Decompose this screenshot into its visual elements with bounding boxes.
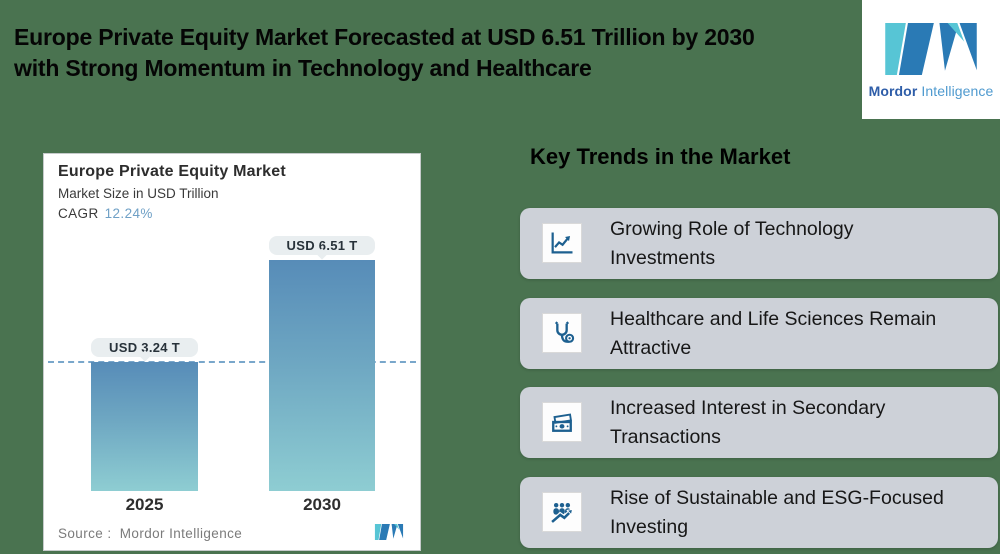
trend-card-secondary-transactions: Increased Interest in Secondary Transact… [520,387,998,458]
trend-text: Increased Interest in Secondary Transact… [610,396,886,448]
trend-text: Growing Role of Technology Investments [610,217,854,269]
trends-heading: Key Trends in the Market [530,144,791,169]
mordor-mini-logo-icon [374,524,404,540]
cagr-row: CAGR 12.24% [58,206,153,221]
source-attribution: Source : Mordor Intelligence [58,526,243,541]
banknotes-icon [552,413,573,432]
cagr-label: CAGR [58,206,99,221]
cagr-value: 12.24% [104,206,153,221]
page-title: Europe Private Equity Market Forecasted … [14,24,755,81]
axis-label-2030: 2030 [303,495,341,514]
trend-card-healthcare: Healthcare and Life Sciences Remain Attr… [520,298,998,369]
chart-growth-icon [551,232,573,254]
trend-icon-box [542,402,582,442]
bar-2030 [269,260,375,491]
trend-icon-box [542,492,582,532]
mordor-logo-icon [885,23,977,75]
bar-chart-plot: USD 3.24 T USD 6.51 T 2025 2030 [44,154,420,550]
trend-icon-box [542,313,582,353]
people-growth-icon [550,503,574,524]
chart-subtitle: Market Size in USD Trillion [58,186,219,201]
axis-label-2025: 2025 [125,495,164,514]
trend-card-technology: Growing Role of Technology Investments [520,208,998,279]
trend-text: Rise of Sustainable and ESG-Focused Inve… [610,486,944,538]
chart-title: Europe Private Equity Market [58,163,286,180]
stethoscope-icon [554,321,575,343]
value-badge-2030: USD 6.51 T [269,236,375,255]
logo-word-intelligence: Intelligence [921,83,994,99]
value-badge-2025: USD 3.24 T [91,338,198,357]
trend-icon-box [542,223,582,263]
trend-card-esg-investing: Rise of Sustainable and ESG-Focused Inve… [520,477,998,548]
market-chart-card: Europe Private Equity Market Market Size… [43,153,421,551]
logo-wordmark: Mordor Intelligence [869,83,994,99]
trend-text: Healthcare and Life Sciences Remain Attr… [610,307,937,359]
bar-2025 [91,362,198,491]
reference-dashed-line [48,361,416,363]
mordor-intelligence-logo: Mordor Intelligence [862,0,1000,119]
logo-word-mordor: Mordor [868,83,918,99]
